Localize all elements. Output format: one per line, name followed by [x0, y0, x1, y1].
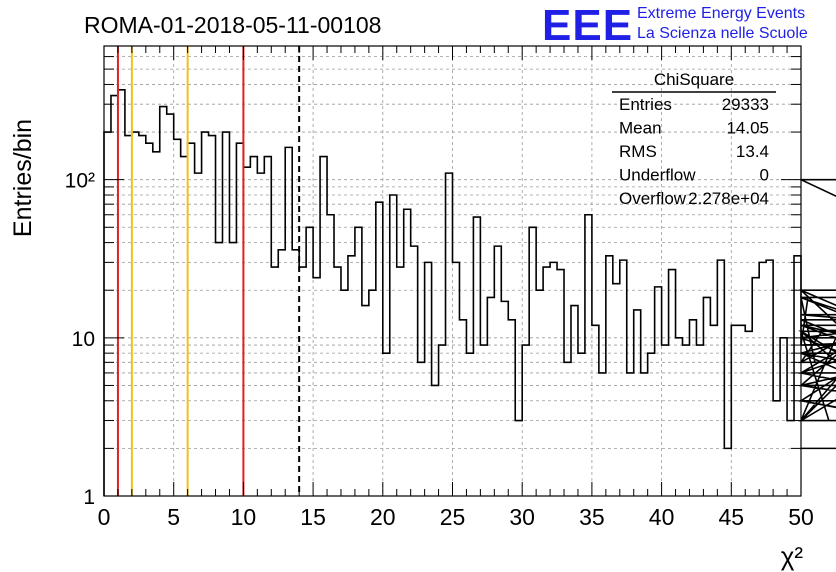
stats-row-value: 14.05 [726, 119, 769, 138]
x-tick-label: 40 [649, 504, 675, 530]
y-tick-label: 10 [72, 328, 95, 351]
x-axis-label: χ² [781, 541, 804, 571]
chart-title: ROMA-01-2018-05-11-00108 [84, 12, 381, 38]
x-tick-label: 20 [370, 504, 396, 530]
x-tick-label: 10 [231, 504, 257, 530]
x-tick-label: 5 [167, 504, 180, 530]
stats-box: ChiSquare Entries 29333 Mean 14.05 RMS 13.4 Un… [612, 70, 776, 208]
x-tick-label: 15 [300, 504, 326, 530]
stats-row-label: Underflow [619, 166, 696, 185]
stats-row-label: Overflow [619, 189, 687, 208]
histogram-line [103, 88, 836, 496]
x-tick-label: 25 [440, 504, 466, 530]
x-tick-label: 0 [98, 504, 111, 530]
stats-row-value: 29333 [722, 95, 769, 114]
y-axis-label: Entries/bin [9, 119, 37, 237]
x-tick-labels: 0 5 10 15 20 25 30 35 40 45 50 [98, 504, 814, 530]
stats-row-label: Mean [619, 119, 662, 138]
x-tick-label: 30 [509, 504, 535, 530]
grid [103, 45, 802, 497]
y-tick-label: 10² [65, 170, 95, 193]
eee-logo: EEE Extreme Energy Events La Scienza nel… [542, 1, 808, 50]
logo-line-1: Extreme Energy Events [637, 5, 805, 22]
stats-title: ChiSquare [654, 70, 734, 89]
x-tick-label: 45 [719, 504, 745, 530]
logo-mark: EEE [542, 1, 633, 50]
cut-lines [116, 46, 301, 496]
stats-row-label: Entries [619, 95, 672, 114]
stats-row-value: 2.278e+04 [688, 189, 769, 208]
axis-ticks [103, 45, 802, 497]
histogram-bars [103, 88, 836, 496]
y-tick-label: 1 [83, 486, 95, 509]
stats-row-value: 13.4 [736, 142, 769, 161]
stats-row-label: RMS [619, 142, 657, 161]
x-tick-label: 35 [579, 504, 605, 530]
y-tick-labels: 1 10 10² [65, 170, 95, 509]
x-tick-label: 50 [788, 504, 814, 530]
logo-line-2: La Scienza nelle Scuole [637, 25, 808, 42]
stats-row-value: 0 [760, 166, 769, 185]
